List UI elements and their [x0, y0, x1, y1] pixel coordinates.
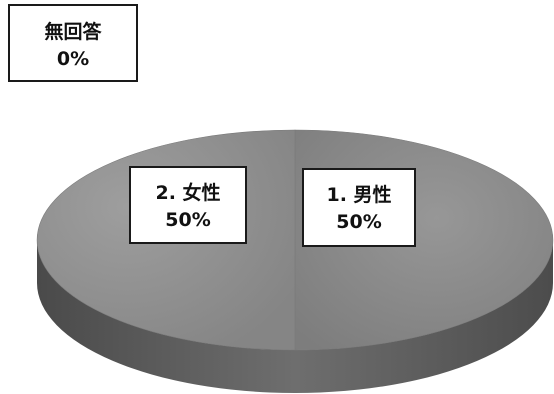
data-label-female-percent: 50%	[165, 209, 211, 231]
data-label-female: 2. 女性 50%	[129, 166, 247, 244]
data-label-female-name: 2. 女性	[155, 182, 221, 204]
data-label-male-name: 1. 男性	[326, 184, 392, 206]
data-label-male: 1. 男性 50%	[302, 168, 416, 247]
data-label-no-answer: 無回答 0%	[8, 4, 138, 82]
data-label-no-answer-name: 無回答	[44, 21, 102, 43]
data-label-no-answer-percent: 0%	[56, 48, 90, 70]
data-label-male-percent: 50%	[336, 211, 382, 233]
pie-side-wall	[37, 240, 553, 393]
